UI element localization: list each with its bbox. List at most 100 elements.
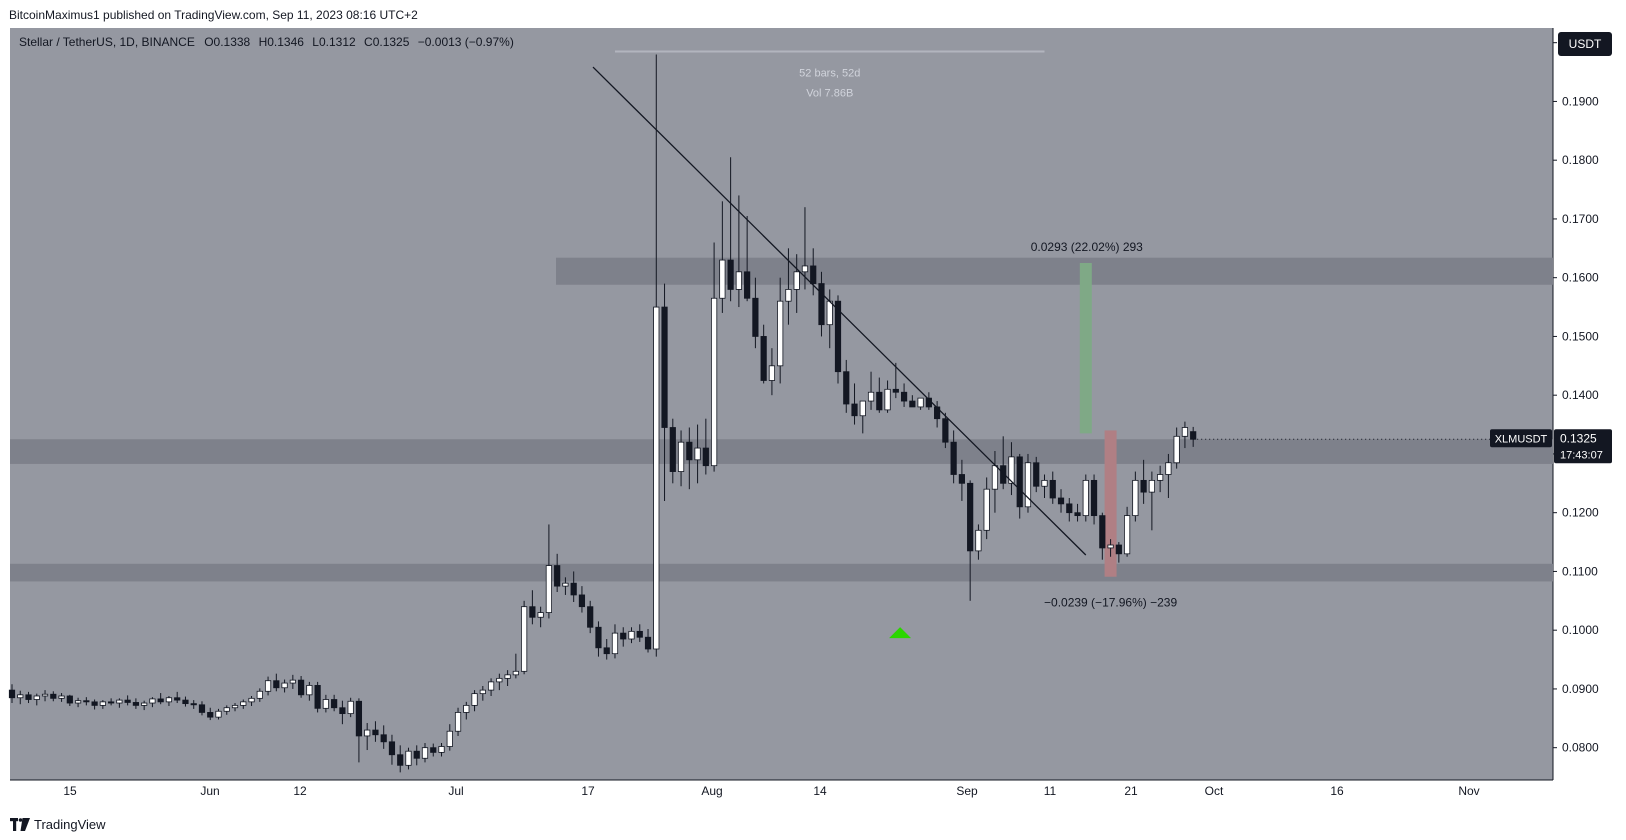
candle-2023-09-19 bbox=[1173, 427, 1180, 469]
candle-body bbox=[1107, 544, 1114, 549]
zone-2 bbox=[10, 563, 1553, 582]
candle-body bbox=[182, 699, 189, 705]
candle-2023-06-08 bbox=[322, 694, 329, 713]
candle-body bbox=[694, 447, 701, 461]
candle-body bbox=[108, 701, 115, 704]
candlestick-series bbox=[8, 54, 1197, 773]
candle-2023-05-30 bbox=[248, 695, 255, 706]
candle-body bbox=[1124, 515, 1131, 555]
candle-2023-08-30 bbox=[1008, 442, 1015, 496]
candle-2023-08-05 bbox=[801, 207, 809, 290]
candle-2023-06-06 bbox=[306, 681, 313, 701]
candle-body bbox=[1157, 474, 1164, 481]
candle-2023-09-18 bbox=[1165, 453, 1172, 498]
price-tag-value: 0.1325 bbox=[1560, 431, 1597, 445]
time-tick-label: 11 bbox=[1044, 784, 1057, 798]
candle-body bbox=[1132, 479, 1139, 517]
candle-2023-09-05 bbox=[1057, 489, 1065, 513]
candle-body bbox=[859, 400, 866, 417]
time-tick-label: 16 bbox=[1330, 784, 1344, 798]
legend-symbol[interactable]: Stellar / TetherUS, 1D, BINANCE bbox=[19, 35, 195, 49]
candle-body bbox=[306, 685, 313, 696]
candle-body bbox=[587, 606, 594, 628]
candle-body bbox=[355, 700, 363, 737]
candle-body bbox=[388, 741, 396, 756]
candle-2023-07-25 bbox=[711, 242, 718, 472]
candle-body bbox=[281, 682, 288, 689]
currency-button[interactable]: USDT bbox=[1558, 32, 1612, 56]
candle-body bbox=[1000, 465, 1007, 484]
candle-2023-05-23 bbox=[190, 700, 197, 709]
candle-body bbox=[1008, 456, 1015, 484]
candle-2023-06-25 bbox=[463, 701, 470, 720]
candle-2023-08-06 bbox=[810, 248, 817, 296]
candle-body bbox=[479, 689, 486, 695]
range-bars-label: 52 bars, 52d bbox=[799, 68, 860, 80]
candle-2023-08-02 bbox=[777, 277, 784, 384]
candle-body bbox=[141, 702, 148, 706]
candle-2023-07-09 bbox=[578, 586, 586, 613]
candle-2023-07-26 bbox=[719, 201, 726, 313]
candle-body bbox=[554, 565, 561, 587]
candle-body bbox=[942, 418, 949, 443]
gain-projection-box bbox=[1079, 263, 1092, 434]
candle-2023-05-14 bbox=[116, 698, 123, 708]
candle-body bbox=[785, 289, 792, 302]
time-tick-label: 12 bbox=[293, 784, 307, 798]
chart-background bbox=[10, 28, 1553, 780]
candle-2023-06-27 bbox=[479, 686, 486, 701]
legend-close-value: 0.1325 bbox=[372, 35, 410, 49]
candle-body bbox=[273, 680, 280, 689]
candle-body bbox=[636, 630, 643, 638]
time-tick-label: Jul bbox=[448, 784, 463, 798]
range-volume-label: Vol 7.86B bbox=[806, 88, 853, 100]
candle-body bbox=[248, 697, 255, 703]
candle-2023-06-04 bbox=[289, 674, 296, 689]
time-axis-panel[interactable] bbox=[10, 780, 1626, 806]
last-price-tag: XLMUSDT 0.1325 17:43:07 bbox=[1193, 429, 1612, 464]
candle-body bbox=[487, 681, 495, 691]
candle-2023-07-28 bbox=[735, 195, 742, 308]
candle-body bbox=[810, 265, 817, 284]
candle-2023-08-07 bbox=[818, 271, 825, 337]
candle-2023-07-18 bbox=[653, 54, 660, 657]
candle-body bbox=[8, 689, 16, 699]
candle-body bbox=[562, 582, 569, 587]
candle-body bbox=[66, 695, 73, 704]
candle-body bbox=[207, 712, 214, 718]
candle-2023-07-03 bbox=[529, 590, 536, 625]
tradingview-logo-icon[interactable] bbox=[10, 818, 30, 831]
price-axis-panel[interactable] bbox=[1553, 28, 1626, 780]
candle-body bbox=[702, 447, 709, 467]
candle-2023-09-10 bbox=[1099, 512, 1106, 560]
candle-2023-05-31 bbox=[256, 688, 263, 702]
candle-body bbox=[297, 679, 305, 696]
candle-2023-08-27 bbox=[983, 477, 990, 540]
candle-2023-07-22 bbox=[686, 427, 693, 490]
candle-body bbox=[760, 336, 767, 381]
candle-2023-08-16 bbox=[892, 362, 899, 399]
candle-body bbox=[1148, 479, 1155, 493]
candle-2023-05-05 bbox=[41, 690, 49, 702]
candle-body bbox=[958, 474, 966, 484]
candle-body bbox=[438, 746, 445, 753]
candle-body bbox=[1140, 479, 1147, 493]
candle-2023-05-08 bbox=[66, 694, 73, 706]
candle-body bbox=[818, 283, 825, 326]
candle-body bbox=[975, 529, 982, 552]
candle-2023-06-10 bbox=[339, 700, 346, 725]
candle-2023-07-12 bbox=[603, 639, 610, 660]
candle-body bbox=[1049, 479, 1056, 499]
legend-open-value: 0.1338 bbox=[213, 35, 251, 49]
candle-2023-06-28 bbox=[487, 678, 495, 696]
candle-2023-05-20 bbox=[165, 695, 173, 706]
tradingview-brand[interactable]: TradingView bbox=[34, 817, 106, 832]
candle-body bbox=[430, 747, 437, 753]
candle-2023-08-18 bbox=[909, 395, 916, 408]
candle-2023-05-01 bbox=[8, 684, 16, 704]
candle-2023-07-30 bbox=[752, 277, 759, 349]
candle-2023-06-14 bbox=[372, 721, 379, 742]
candle-2023-06-29 bbox=[496, 673, 503, 691]
candle-2023-08-22 bbox=[942, 412, 949, 449]
